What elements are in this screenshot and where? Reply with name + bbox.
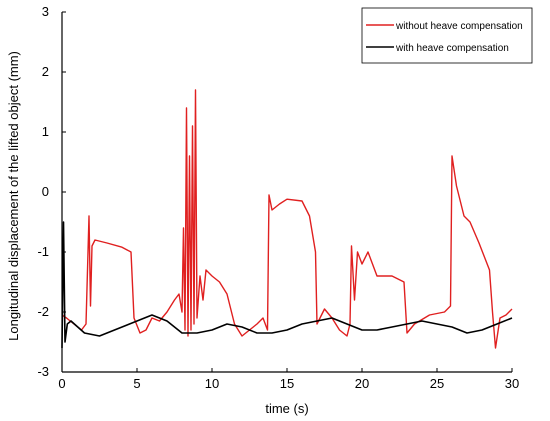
x-tick-label: 10 <box>205 376 219 391</box>
legend-label-with-compensation: with heave compensation <box>395 43 509 54</box>
x-tick-label: 15 <box>280 376 294 391</box>
x-tick-label: 25 <box>430 376 444 391</box>
y-tick-label: 3 <box>42 4 49 19</box>
legend-box <box>361 7 533 64</box>
y-tick-label: -1 <box>37 244 49 259</box>
x-tick-label: 20 <box>355 376 369 391</box>
x-tick-label: 30 <box>505 376 519 391</box>
legend: without heave compensation with heave co… <box>361 7 533 64</box>
x-tick-label: 0 <box>58 376 65 391</box>
y-tick-label: 0 <box>42 184 49 199</box>
x-axis-title: time (s) <box>265 401 308 416</box>
x-tick-label: 5 <box>133 376 140 391</box>
y-tick-label: -2 <box>37 304 49 319</box>
plot-area <box>61 12 512 373</box>
series-layer <box>61 89 513 349</box>
y-axis-title: Longitudinal displacement of the lifted … <box>6 51 21 341</box>
series-line-without-compensation <box>61 89 513 349</box>
y-tick-label: 2 <box>42 64 49 79</box>
axis-ticks: 0 5 10 15 20 25 30 -3 -2 -1 0 1 2 3 <box>37 4 519 391</box>
y-tick-label: -3 <box>37 364 49 379</box>
legend-label-without-compensation: without heave compensation <box>395 21 523 32</box>
y-tick-label: 1 <box>42 124 49 139</box>
series-line-with-compensation <box>61 221 513 349</box>
